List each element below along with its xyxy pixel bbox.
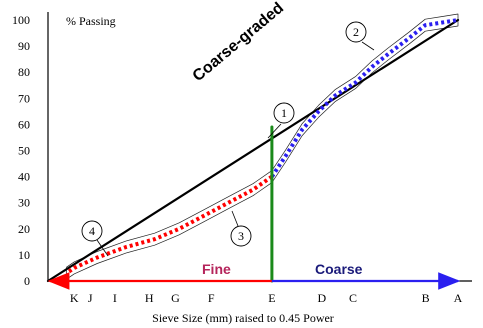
x-tick-label-k: K [70,291,79,305]
y-tick-label-30: 30 [18,196,30,210]
max-density-line [46,18,460,283]
fine-region-label: Fine [202,261,231,277]
y-tick-label-80: 80 [18,65,30,79]
series-layer [46,18,461,290]
x-tick-label-c: C [349,291,357,305]
callout-4: 4 [81,220,109,257]
x-tick-label-h: H [145,291,154,305]
x-tick-label-g: G [171,291,180,305]
y-tick-label-90: 90 [18,39,30,53]
x-tick-label-d: D [318,291,327,305]
y-tick-label-20: 20 [18,222,30,236]
x-tick-label-a: A [454,291,463,305]
coarse-graded-annotation: Coarse-graded [190,0,287,85]
callout-4-label: 4 [89,224,95,238]
x-tick-label-b: B [422,291,430,305]
callout-1-label: 1 [281,106,287,120]
coarse-region-label: Coarse [315,261,363,277]
x-tick-label-i: I [113,291,117,305]
fine-gradation-line [65,174,274,275]
callout-1: 1 [267,102,295,139]
x-tick-label-e: E [268,291,275,305]
y-tick-label-10: 10 [18,248,30,262]
x-axis-title: Sieve Size (mm) raised to 0.45 Power [152,311,334,325]
y-tick-label-70: 70 [18,91,30,105]
coarse-gradation-envelope [271,13,459,183]
x-tick-label-f: F [208,291,215,305]
y-tick-label-0: 0 [24,274,30,288]
gradation-envelopes [66,13,459,280]
callout-2: 2 [345,21,375,51]
y-tick-label-100: 100 [12,13,30,27]
y-tick-labels: 0 10 20 30 40 50 60 70 80 90 100 [12,13,30,288]
coarse-gradation-line [270,18,459,178]
callout-3-label: 3 [238,229,244,243]
callout-2-label: 2 [353,25,359,39]
y-tick-label-40: 40 [18,170,30,184]
callout-3: 3 [230,210,252,247]
y-axis-title: % Passing [66,14,116,28]
x-tick-label-j: J [88,291,93,305]
y-tick-label-60: 60 [18,117,30,131]
y-tick-label-50: 50 [18,144,30,158]
